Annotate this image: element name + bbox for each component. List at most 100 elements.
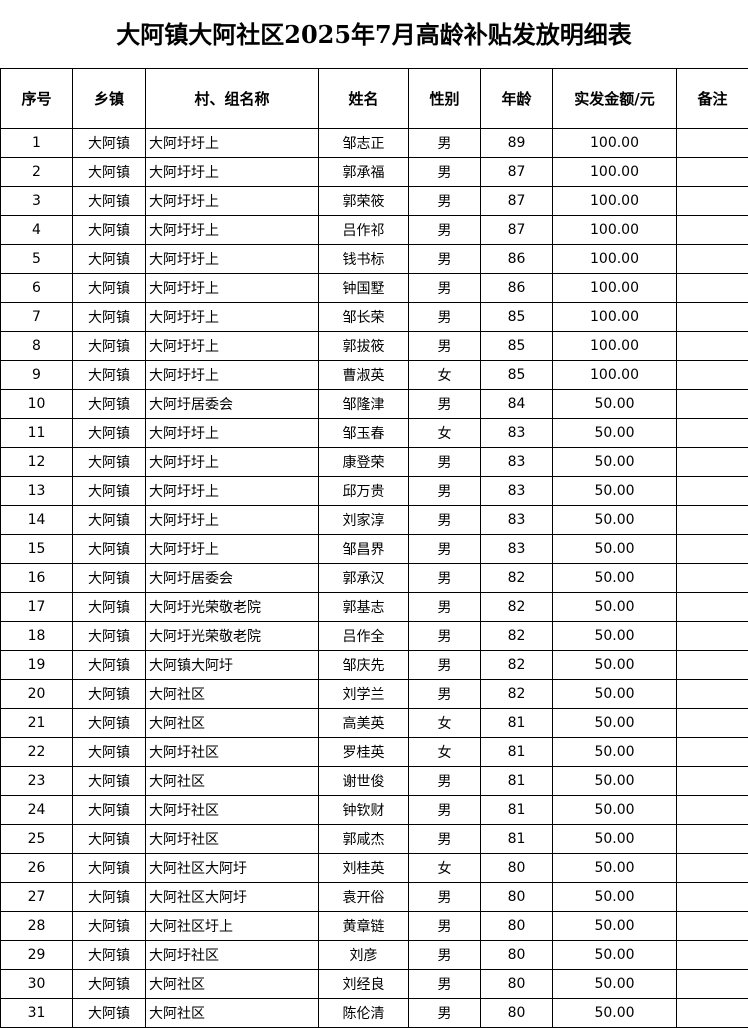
cell-town: 大阿镇 bbox=[72, 795, 146, 825]
cell-amount: 50.00 bbox=[552, 708, 677, 738]
cell-amount: 50.00 bbox=[552, 389, 677, 419]
cell-age: 85 bbox=[480, 302, 553, 332]
cell-name: 钱书标 bbox=[318, 244, 409, 274]
table-row: 31 大阿镇 大阿社区 陈伦清男 80 50.00 bbox=[0, 998, 748, 1028]
cell-age: 81 bbox=[480, 708, 553, 738]
cell-age: 83 bbox=[480, 476, 553, 506]
cell-name: 吕作祁 bbox=[318, 215, 409, 245]
cell-village-group: 大阿社区大阿圩 bbox=[145, 853, 319, 883]
cell-remark bbox=[676, 853, 748, 883]
header-row: 序号 乡镇 村、组名称 姓名 性别 年龄 实发金额/元 备注 bbox=[0, 68, 748, 129]
cell-amount: 100.00 bbox=[552, 215, 677, 245]
cell-town: 大阿镇 bbox=[72, 940, 146, 970]
cell-gender: 女 bbox=[408, 418, 481, 448]
cell-index: 10 bbox=[0, 389, 73, 419]
cell-name: 高美英 bbox=[318, 708, 409, 738]
cell-remark bbox=[676, 447, 748, 477]
cell-remark bbox=[676, 186, 748, 216]
cell-gender: 男 bbox=[408, 998, 481, 1028]
cell-gender: 男 bbox=[408, 505, 481, 535]
cell-age: 85 bbox=[480, 331, 553, 361]
cell-age: 87 bbox=[480, 215, 553, 245]
cell-amount: 50.00 bbox=[552, 882, 677, 912]
cell-index: 25 bbox=[0, 824, 73, 854]
cell-gender: 男 bbox=[408, 331, 481, 361]
cell-index: 15 bbox=[0, 534, 73, 564]
cell-gender: 男 bbox=[408, 244, 481, 274]
cell-age: 82 bbox=[480, 679, 553, 709]
cell-name: 邹昌界 bbox=[318, 534, 409, 564]
cell-index: 17 bbox=[0, 592, 73, 622]
cell-age: 81 bbox=[480, 766, 553, 796]
cell-gender: 男 bbox=[408, 157, 481, 187]
cell-age: 84 bbox=[480, 389, 553, 419]
cell-remark bbox=[676, 824, 748, 854]
table-row: 7 大阿镇 大阿圩圩上 邹长荣男 85 100.00 bbox=[0, 302, 748, 332]
cell-name: 陈伦清 bbox=[318, 998, 409, 1028]
cell-amount: 50.00 bbox=[552, 563, 677, 593]
cell-amount: 50.00 bbox=[552, 766, 677, 796]
cell-remark bbox=[676, 128, 748, 158]
cell-index: 18 bbox=[0, 621, 73, 651]
cell-town: 大阿镇 bbox=[72, 882, 146, 912]
cell-name: 黄章链 bbox=[318, 911, 409, 941]
cell-gender: 男 bbox=[408, 128, 481, 158]
cell-town: 大阿镇 bbox=[72, 215, 146, 245]
cell-name: 郭基志 bbox=[318, 592, 409, 622]
table-row: 25 大阿镇 大阿圩社区 郭咸杰男 81 50.00 bbox=[0, 824, 748, 854]
table-row: 22 大阿镇 大阿圩社区 罗桂英女 81 50.00 bbox=[0, 737, 748, 767]
cell-village-group: 大阿圩居委会 bbox=[145, 389, 319, 419]
subsidy-table: 序号 乡镇 村、组名称 姓名 性别 年龄 实发金额/元 备注 1 大阿镇 大阿圩圩上 邹志正男 89 1… bbox=[0, 68, 748, 1028]
cell-town: 大阿镇 bbox=[72, 911, 146, 941]
cell-remark bbox=[676, 679, 748, 709]
cell-amount: 100.00 bbox=[552, 360, 677, 390]
cell-age: 82 bbox=[480, 563, 553, 593]
cell-gender: 男 bbox=[408, 911, 481, 941]
cell-gender: 男 bbox=[408, 534, 481, 564]
cell-village-group: 大阿圩圩上 bbox=[145, 302, 319, 332]
column-header-amount: 实发金额/元 bbox=[552, 68, 677, 129]
cell-name: 邹长荣 bbox=[318, 302, 409, 332]
table-row: 29 大阿镇 大阿圩社区 刘彦男 80 50.00 bbox=[0, 940, 748, 970]
cell-gender: 男 bbox=[408, 882, 481, 912]
cell-name: 郭咸杰 bbox=[318, 824, 409, 854]
cell-amount: 50.00 bbox=[552, 505, 677, 535]
cell-name: 刘经良 bbox=[318, 969, 409, 999]
cell-town: 大阿镇 bbox=[72, 157, 146, 187]
cell-town: 大阿镇 bbox=[72, 128, 146, 158]
table-row: 6 大阿镇 大阿圩圩上 钟国墅男 86 100.00 bbox=[0, 273, 748, 303]
cell-town: 大阿镇 bbox=[72, 824, 146, 854]
cell-remark bbox=[676, 940, 748, 970]
cell-age: 83 bbox=[480, 534, 553, 564]
cell-village-group: 大阿圩圩上 bbox=[145, 215, 319, 245]
cell-index: 22 bbox=[0, 737, 73, 767]
cell-town: 大阿镇 bbox=[72, 302, 146, 332]
cell-gender: 女 bbox=[408, 737, 481, 767]
cell-village-group: 大阿圩圩上 bbox=[145, 534, 319, 564]
cell-age: 81 bbox=[480, 737, 553, 767]
cell-remark bbox=[676, 215, 748, 245]
cell-amount: 100.00 bbox=[552, 302, 677, 332]
column-header-village-group: 村、组名称 bbox=[145, 68, 319, 129]
cell-remark bbox=[676, 244, 748, 274]
cell-amount: 100.00 bbox=[552, 273, 677, 303]
cell-amount: 50.00 bbox=[552, 737, 677, 767]
table-row: 24 大阿镇 大阿圩社区 钟钦财男 81 50.00 bbox=[0, 795, 748, 825]
cell-gender: 男 bbox=[408, 273, 481, 303]
cell-remark bbox=[676, 911, 748, 941]
cell-remark bbox=[676, 302, 748, 332]
cell-town: 大阿镇 bbox=[72, 679, 146, 709]
cell-town: 大阿镇 bbox=[72, 853, 146, 883]
cell-gender: 女 bbox=[408, 360, 481, 390]
cell-gender: 男 bbox=[408, 650, 481, 680]
cell-name: 康登荣 bbox=[318, 447, 409, 477]
cell-gender: 男 bbox=[408, 302, 481, 332]
cell-gender: 男 bbox=[408, 186, 481, 216]
table-row: 17 大阿镇 大阿圩光荣敬老院 郭基志男 82 50.00 bbox=[0, 592, 748, 622]
cell-name: 钟国墅 bbox=[318, 273, 409, 303]
table-row: 9 大阿镇 大阿圩圩上 曹淑英女 85 100.00 bbox=[0, 360, 748, 390]
cell-gender: 男 bbox=[408, 621, 481, 651]
cell-age: 82 bbox=[480, 592, 553, 622]
cell-gender: 男 bbox=[408, 563, 481, 593]
cell-name: 袁开俗 bbox=[318, 882, 409, 912]
